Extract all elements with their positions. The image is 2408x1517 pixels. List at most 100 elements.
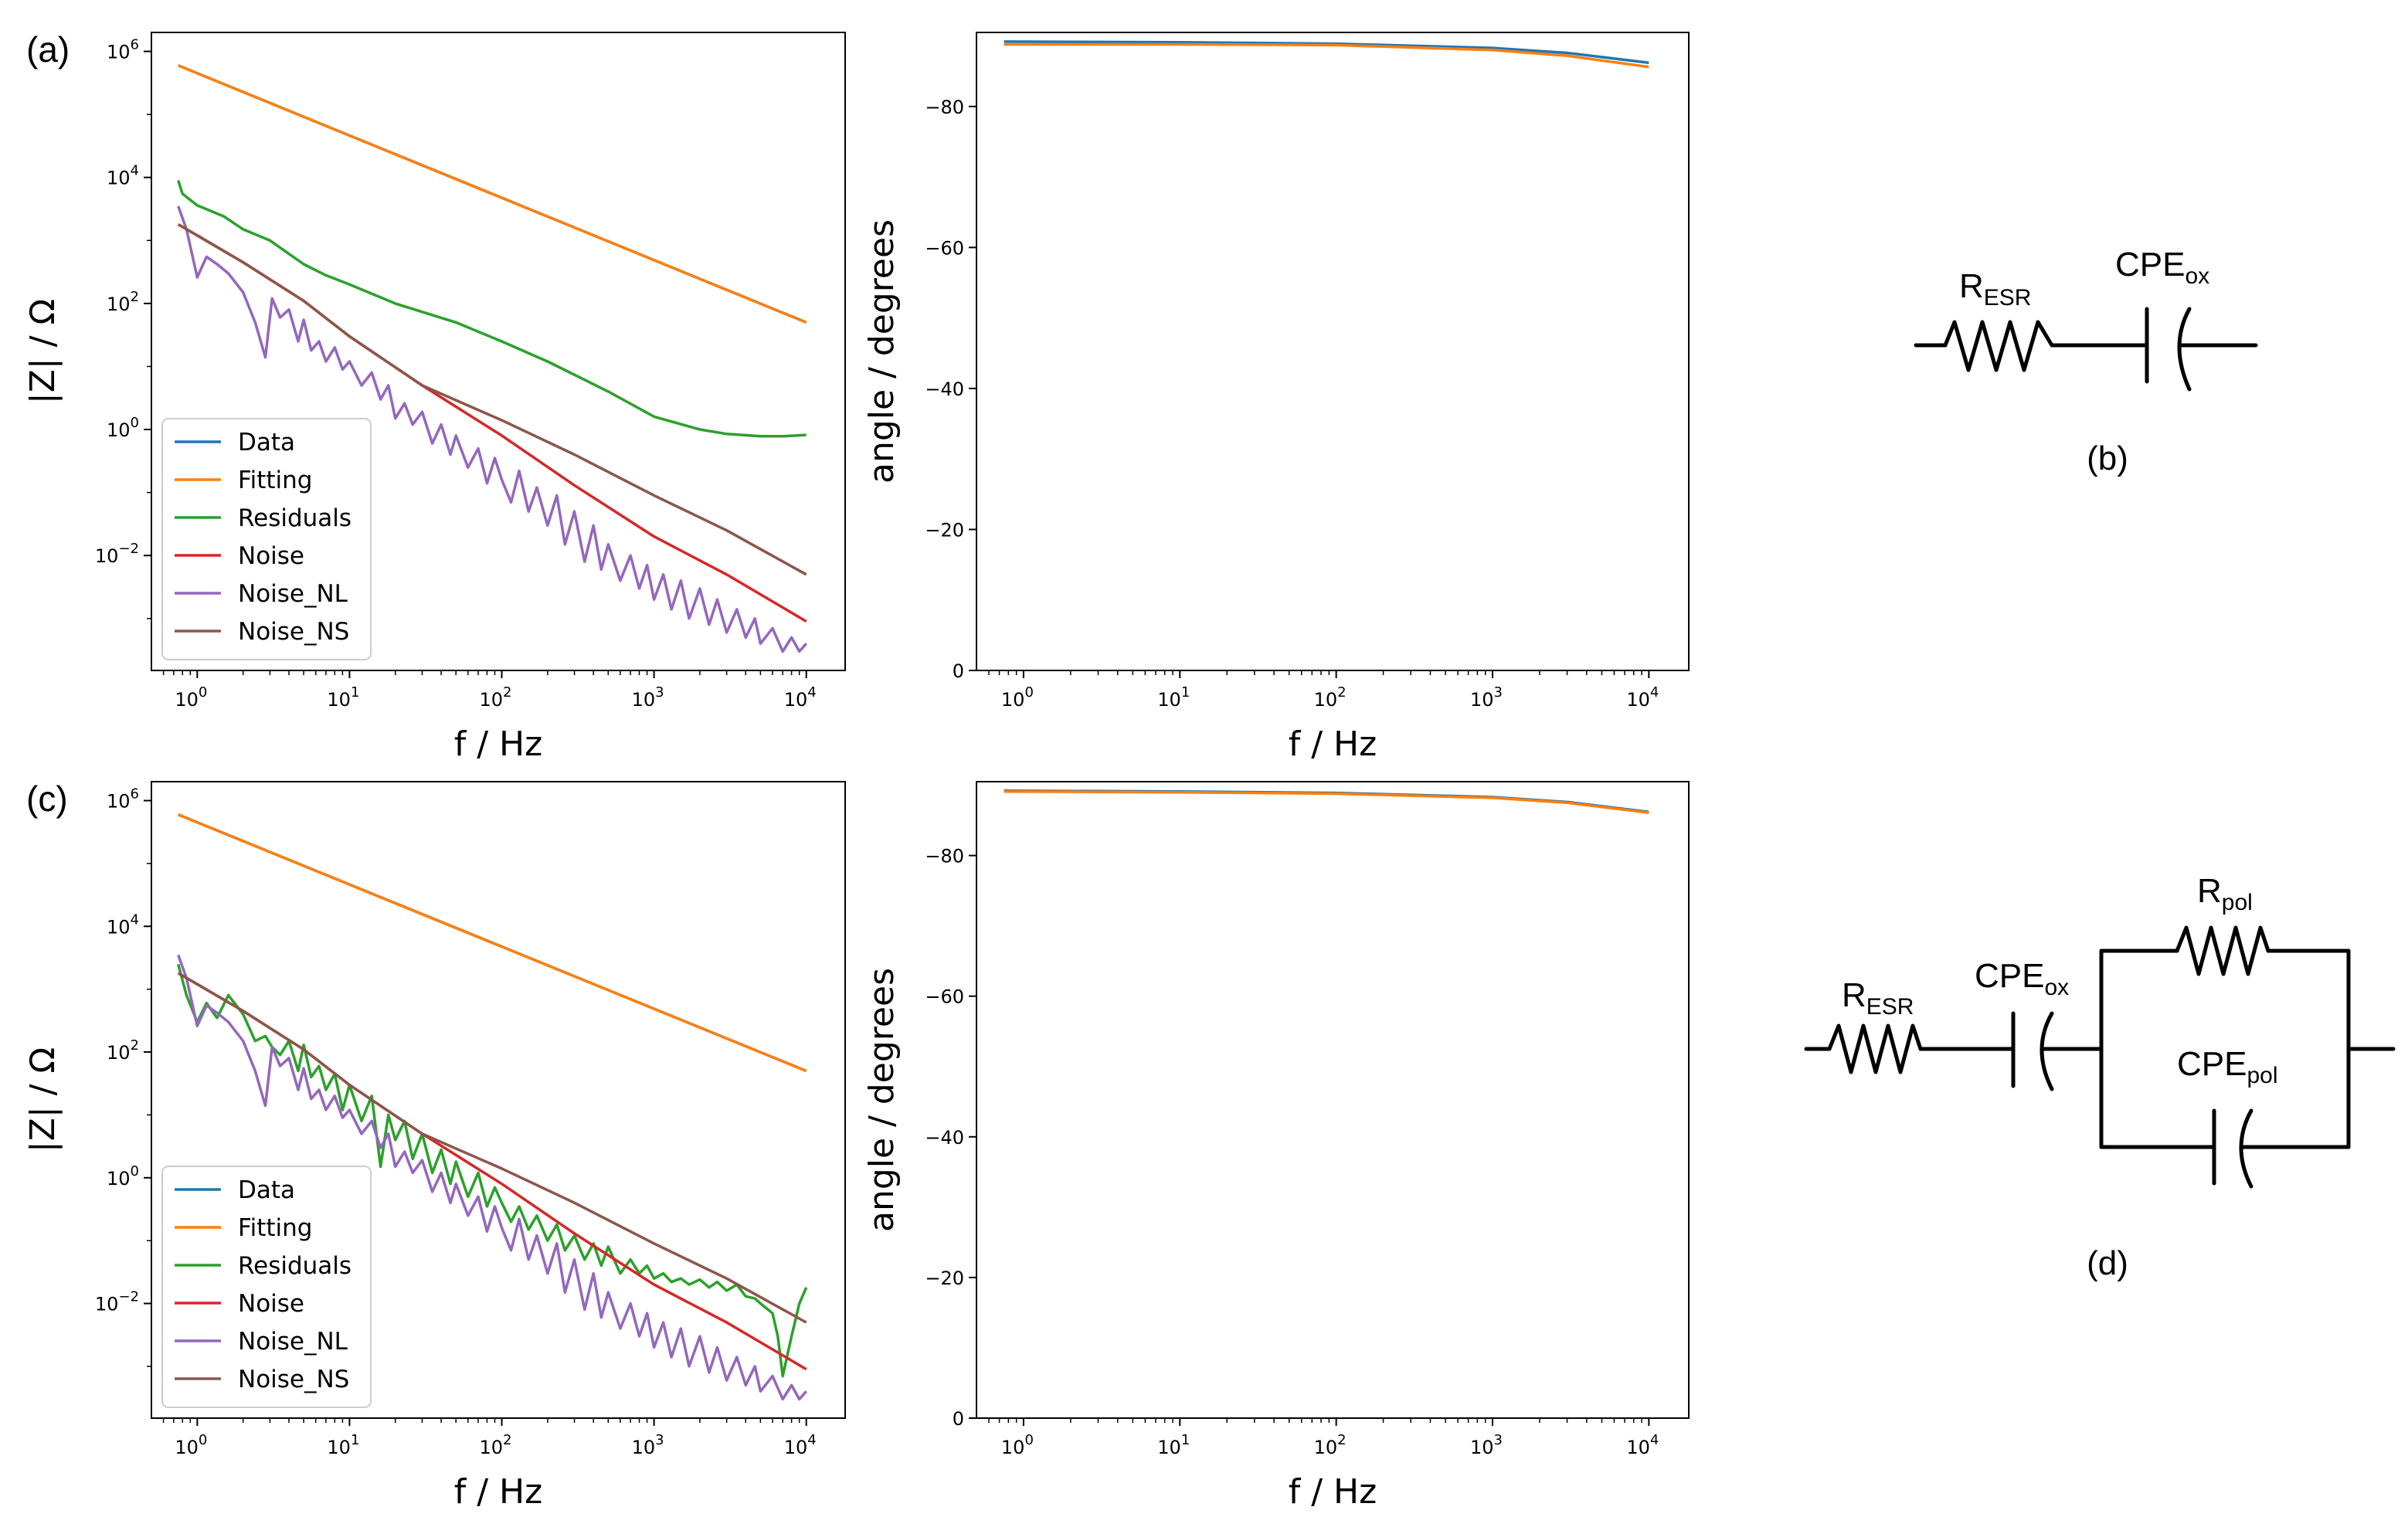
y-tick-label: 104 (107, 163, 139, 189)
circuit-d-label-r-pol: Rpol (2197, 872, 2253, 915)
legend-label: Noise_NL (238, 580, 348, 608)
series-line-noise-ns (177, 222, 807, 576)
x-tick-label: 102 (480, 684, 512, 711)
x-tick-label: 100 (175, 684, 207, 711)
y-tick-label: −80 (925, 846, 964, 867)
circuit-d-resistor-esr (1827, 1023, 1923, 1074)
x-tick-label: 103 (632, 1432, 664, 1458)
plot-frame (151, 32, 846, 671)
series-line-fitting (1004, 42, 1649, 69)
y-tick-label: −20 (925, 519, 964, 541)
chart-a-phase: 100 101 102 103 104 0 −20 −40 −60 −80 f / Hz angle … (862, 32, 1690, 764)
x-axis-label: f / Hz (1289, 1472, 1377, 1512)
circuit-d (1804, 925, 2396, 1189)
panel-label: (a) (26, 29, 70, 70)
y-tick-label: 102 (107, 1037, 139, 1064)
legend-label: Fitting (238, 1214, 312, 1242)
series-line-noise-ns (177, 972, 807, 1324)
x-tick-label: 101 (1157, 1432, 1190, 1458)
y-tick-label: 102 (107, 289, 139, 315)
series-group (177, 813, 808, 1401)
x-tick-label: 104 (784, 1432, 817, 1458)
y-tick-label: −40 (925, 378, 964, 400)
series-line-fitting (1004, 789, 1649, 814)
circuit-d-label-cpe-pol: CPEpol (2177, 1045, 2278, 1088)
legend-label: Noise_NS (238, 618, 349, 646)
x-tick-label: 101 (1157, 684, 1190, 711)
legend-label: Residuals (238, 1252, 352, 1280)
plot-frame (976, 781, 1690, 1419)
circuit-b (1914, 307, 2258, 392)
x-tick-label: 102 (480, 1432, 512, 1458)
y-tick-label: −40 (925, 1127, 964, 1149)
y-axis-label: angle / degrees (862, 968, 902, 1232)
y-axis-label: angle / degrees (862, 219, 902, 484)
series-line-fitting (178, 64, 807, 324)
legend-label: Data (238, 429, 295, 456)
y-tick-label: −60 (925, 237, 964, 259)
legend-label: Noise_NL (238, 1328, 348, 1356)
legend-label: Fitting (238, 467, 312, 494)
plot-frame (976, 32, 1690, 671)
y-tick-label: 100 (107, 1163, 139, 1190)
y-tick-label: 104 (107, 911, 139, 938)
plot-frame (151, 781, 846, 1419)
x-tick-label: 103 (1470, 684, 1503, 711)
legend-label: Data (238, 1176, 295, 1204)
legend-label: Residuals (238, 504, 352, 532)
series-line-fitting (178, 813, 807, 1073)
x-tick-label: 100 (1001, 684, 1034, 711)
circuit-d-resistor-pol (2175, 925, 2270, 976)
chart-c-phase: 100 101 102 103 104 0 −20 −40 −60 −80 f / Hz angle … (862, 781, 1690, 1512)
x-tick-label: 104 (784, 684, 817, 711)
caption-d: (d) (2087, 1244, 2128, 1282)
y-tick-label: 100 (107, 415, 139, 441)
y-tick-label: 10−2 (95, 1289, 139, 1315)
y-tick-label: 106 (107, 37, 139, 63)
legend-label: Noise (238, 542, 304, 570)
y-tick-label: 0 (953, 1408, 964, 1430)
series-line-noise-nl (177, 205, 808, 653)
circuit-d-cpe-pol-arc (2239, 1108, 2253, 1189)
x-tick-label: 100 (175, 1432, 207, 1458)
legend-label: Noise_NS (238, 1366, 349, 1393)
y-axis-label: |Z| / Ω (23, 299, 63, 404)
panel-label: (c) (26, 779, 68, 819)
y-tick-label: −80 (925, 97, 964, 118)
x-tick-label: 104 (1626, 1432, 1659, 1458)
x-tick-label: 103 (1470, 1432, 1503, 1458)
x-axis-label: f / Hz (454, 1472, 542, 1512)
x-tick-label: 104 (1626, 684, 1659, 711)
series-line-residuals (177, 963, 808, 1378)
series-line-noise-nl (177, 954, 808, 1401)
x-tick-label: 100 (1001, 1432, 1034, 1458)
legend-label: Noise (238, 1290, 304, 1318)
x-axis-label: f / Hz (1289, 725, 1377, 764)
y-tick-label: 10−2 (95, 541, 139, 567)
chart-a-magnitude: 100 101 102 103 104 10−2 100 102 104 106 f / Hz |Z|… (23, 29, 846, 764)
x-tick-label: 102 (1314, 684, 1347, 711)
y-axis-label: |Z| / Ω (23, 1047, 63, 1152)
circuit-d-label-r-esr: RESR (1842, 976, 1914, 1020)
x-tick-label: 101 (327, 1432, 359, 1458)
circuit-b-resistor-esr (1943, 320, 2054, 372)
x-tick-label: 101 (327, 684, 359, 711)
caption-b: (b) (2087, 439, 2128, 477)
circuit-d-cpe-ox-arc (2039, 1011, 2054, 1091)
circuit-b-cpe-arc (2177, 307, 2192, 392)
circuit-d-label-cpe-ox: CPEox (1975, 957, 2069, 1000)
y-tick-label: −20 (925, 1268, 964, 1289)
y-tick-label: 106 (107, 786, 139, 812)
y-tick-label: −60 (925, 986, 964, 1008)
series-group (1004, 40, 1649, 69)
y-tick-label: 0 (953, 660, 964, 682)
series-line-residuals (177, 179, 807, 438)
series-group (1004, 789, 1649, 814)
x-tick-label: 103 (632, 684, 664, 711)
circuit-b-label-cpe-ox: CPEox (2115, 246, 2209, 289)
x-tick-label: 102 (1314, 1432, 1347, 1458)
chart-c-magnitude: 100 101 102 103 104 10−2 100 102 104 106 f / Hz |Z|… (23, 779, 846, 1512)
series-group (177, 64, 808, 653)
